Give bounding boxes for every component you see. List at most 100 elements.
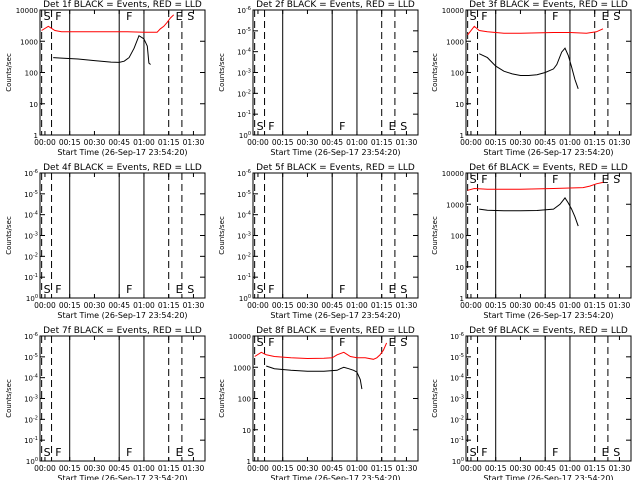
x-tick-label: 00:30	[84, 464, 106, 473]
x-tick-label: 00:30	[84, 138, 106, 147]
flag-label: S	[44, 283, 51, 296]
plot-frame	[252, 172, 419, 299]
x-tick-label: 00:45	[321, 301, 343, 310]
x-tick-label: 01:00	[559, 464, 581, 473]
x-tick-label: 01:30	[396, 464, 418, 473]
y-tick-label: 10-3	[237, 69, 251, 78]
y-tick-label: 100	[25, 70, 38, 78]
flag-label: S	[187, 446, 194, 459]
series-line-events	[479, 197, 579, 227]
y-tick-label: 10-2	[24, 252, 38, 261]
flag-label: S	[257, 120, 264, 133]
chart-title: Det 1f BLACK = Events, RED = LLD	[43, 0, 202, 10]
x-tick-label: 01:00	[346, 301, 368, 310]
x-tick-label: 01:30	[396, 301, 418, 310]
plot-frame	[252, 335, 419, 462]
x-tick-label: 00:15	[272, 464, 294, 473]
x-tick-label: 01:00	[559, 138, 581, 147]
y-tick-label: 100	[26, 294, 38, 303]
flag-label: S	[470, 10, 477, 23]
y-axis-label: Counts/sec	[431, 53, 439, 92]
y-tick-label: 10-5	[237, 27, 251, 36]
x-tick-label: 00:45	[321, 464, 343, 473]
flag-label: F	[339, 120, 345, 133]
x-axis-label: Start Time (26-Sep-17 23:54:20)	[57, 474, 187, 480]
x-tick-label: 01:15	[371, 301, 393, 310]
x-tick-label: 00:45	[108, 301, 130, 310]
x-tick-label: 00:15	[272, 138, 294, 147]
x-axis-label: Start Time (26-Sep-17 23:54:20)	[483, 311, 613, 320]
y-tick-label: 1	[460, 132, 464, 140]
y-tick-label: 100	[239, 294, 251, 303]
y-tick-label: 10-6	[237, 6, 251, 15]
y-tick-label: 10000	[16, 7, 38, 15]
x-tick-label: 01:15	[371, 138, 393, 147]
y-tick-label: 100	[239, 131, 251, 140]
x-tick-label: 01:00	[346, 138, 368, 147]
flag-label: F	[55, 283, 61, 296]
flag-label: S	[400, 120, 407, 133]
y-tick-label: 10-3	[237, 232, 251, 241]
chart-title: Det 8f BLACK = Events, RED = LLD	[256, 326, 415, 336]
x-tick-label: 01:15	[371, 464, 393, 473]
flag-label: E	[176, 446, 183, 459]
x-tick-label: 00:30	[297, 301, 319, 310]
x-axis-label: Start Time (26-Sep-17 23:54:20)	[57, 311, 187, 320]
x-tick-label: 01:15	[584, 301, 606, 310]
y-tick-label: 10	[455, 264, 464, 272]
flag-label: S	[470, 173, 477, 186]
plot-frame	[39, 335, 206, 462]
y-tick-label: 10-4	[237, 211, 251, 220]
y-tick-label: 10-4	[24, 374, 38, 383]
x-tick-label: 01:30	[609, 301, 631, 310]
x-axis-label: Start Time (26-Sep-17 23:54:20)	[270, 311, 400, 320]
x-tick-label: 01:30	[609, 464, 631, 473]
x-tick-label: 00:00	[460, 138, 482, 147]
x-tick-label: 00:30	[84, 301, 106, 310]
y-tick-label: 100	[238, 396, 251, 404]
x-tick-label: 00:45	[534, 464, 556, 473]
y-tick-label: 10-5	[237, 190, 251, 199]
x-tick-label: 00:00	[34, 464, 56, 473]
y-tick-label: 10-2	[24, 415, 38, 424]
x-tick-label: 01:15	[584, 138, 606, 147]
series-line-events	[53, 34, 151, 65]
y-tick-label: 100	[452, 457, 464, 466]
flag-label: F	[268, 336, 274, 349]
chart-title: Det 9f BLACK = Events, RED = LLD	[469, 326, 628, 336]
x-axis-label: Start Time (26-Sep-17 23:54:20)	[483, 148, 613, 157]
y-tick-label: 10-6	[24, 169, 38, 178]
chart-title: Det 5f BLACK = Events, RED = LLD	[256, 163, 415, 173]
plot-frame	[465, 172, 632, 299]
x-tick-label: 00:45	[534, 138, 556, 147]
y-tick-label: 100	[451, 233, 464, 241]
y-axis-label: Counts/sec	[218, 379, 226, 418]
y-tick-label: 10-4	[24, 211, 38, 220]
flag-label: F	[339, 283, 345, 296]
flag-label: S	[400, 283, 407, 296]
x-tick-label: 01:00	[133, 464, 155, 473]
y-tick-label: 10-6	[450, 332, 464, 341]
series-line-events	[266, 365, 363, 390]
y-tick-label: 1000	[233, 364, 251, 372]
flag-label: F	[552, 446, 558, 459]
flag-label: E	[602, 10, 609, 23]
flag-label: S	[400, 336, 407, 349]
series-line-lld	[467, 181, 604, 191]
flag-label: F	[481, 446, 487, 459]
chart-title: Det 2f BLACK = Events, RED = LLD	[256, 0, 415, 10]
y-tick-label: 10	[455, 101, 464, 109]
y-tick-label: 1	[460, 295, 464, 303]
x-tick-label: 00:15	[485, 301, 507, 310]
y-tick-label: 10	[242, 427, 251, 435]
y-tick-label: 1000	[446, 38, 464, 46]
x-tick-label: 00:45	[321, 138, 343, 147]
x-tick-label: 00:00	[34, 301, 56, 310]
y-tick-label: 10-4	[450, 374, 464, 383]
